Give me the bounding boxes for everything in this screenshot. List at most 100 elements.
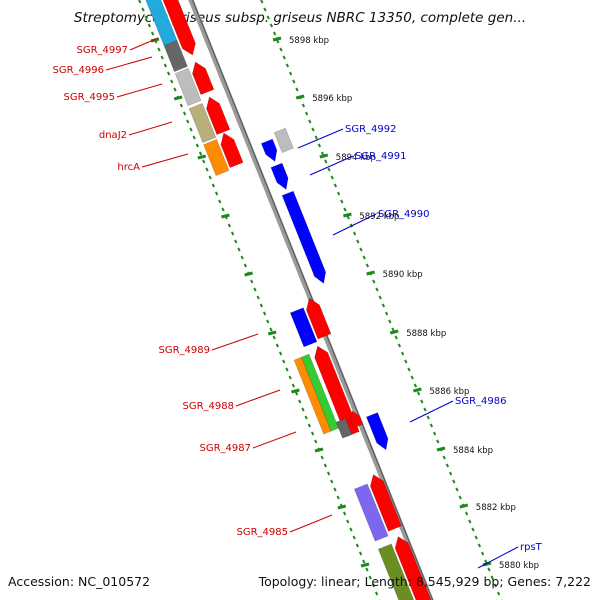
leader-line: [289, 514, 333, 533]
right-guide-dot: [394, 335, 398, 340]
left-guide-dot: [320, 455, 324, 460]
right-guide-dot: [260, 0, 264, 4]
scale-tick-mark: [337, 504, 347, 510]
left-guide-dot: [163, 63, 168, 68]
leader-line: [235, 389, 281, 407]
right-guide-dot: [288, 71, 293, 76]
scale-tick-mark: [436, 446, 446, 452]
backbone-shadow: [191, 0, 434, 600]
leader-line: [409, 400, 454, 423]
right-guide-dot: [445, 463, 450, 468]
right-guide-dot: [458, 495, 462, 500]
right-guide-dot: [471, 527, 475, 532]
gene-features: [145, 0, 432, 600]
left-guide-dot: [234, 239, 238, 244]
right-guide-dot: [272, 31, 277, 36]
left-guide-dot: [285, 367, 289, 372]
right-guide-dot: [336, 191, 341, 196]
right-guide-dot: [384, 311, 389, 316]
left-guide-dot: [333, 487, 337, 492]
left-guide-dot: [278, 351, 283, 356]
right-guide-dot: [340, 199, 344, 204]
right-guide-dot: [304, 111, 309, 116]
right-guide-dot: [391, 327, 395, 332]
leader-line: [297, 128, 344, 149]
leader-line: [105, 56, 153, 71]
left-guide-dot: [374, 591, 379, 596]
right-guide-dot: [295, 87, 299, 92]
accession-text: Accession: NC_010572: [8, 574, 150, 589]
left-guide-dot: [371, 583, 376, 588]
gene-arrow-red: [370, 474, 402, 532]
gene-arrow-red: [206, 96, 231, 136]
right-guide-dot: [285, 63, 290, 68]
left-guide-dot: [243, 263, 248, 268]
scale-tick-mark: [319, 153, 329, 159]
scale-tick-label: 5894 kbp: [336, 153, 376, 163]
right-guide-dot: [416, 391, 421, 396]
left-guide-dot: [138, 0, 142, 4]
right-guide-dot: [375, 287, 379, 292]
right-guide-dot: [423, 407, 427, 412]
gene-label-hrca: hrcA: [117, 162, 140, 173]
right-guide-dot: [455, 487, 459, 492]
gene-label-dnaj2: dnaJ2: [99, 130, 127, 141]
scale-tick-mark: [173, 95, 183, 101]
scale-ticks: 5898 kbp 5896 kbp 5894 kbp 5892 kbp 5890 kbp…: [138, 0, 539, 600]
gene-feature-gray-right: [273, 127, 294, 153]
left-guide-dot: [294, 391, 299, 396]
right-guide-dot: [311, 127, 315, 132]
right-guide-dot: [365, 263, 370, 268]
right-guide-dot: [317, 143, 322, 148]
left-guide-dot: [186, 119, 190, 124]
gene-label-rpst: rpsT: [520, 542, 543, 553]
left-guide-dot: [218, 199, 222, 204]
right-guide-dot: [388, 319, 392, 324]
right-guide-dot: [493, 583, 498, 588]
right-guide-dot: [484, 559, 488, 564]
right-guide-dot: [480, 551, 485, 556]
right-guide-dot: [343, 207, 347, 212]
gene-arrow-red: [306, 297, 332, 340]
gene-label-sgr-4986: SGR_4986: [455, 396, 507, 407]
right-guide-dot: [266, 15, 270, 20]
right-guide-dot: [490, 575, 494, 580]
scale-tick-mark: [366, 270, 375, 276]
right-guide-dot: [436, 439, 440, 444]
left-guide-dot: [253, 287, 257, 292]
scale-tick-mark: [314, 447, 324, 453]
right-guide-dot: [381, 303, 386, 308]
scale-tick-mark: [343, 212, 352, 218]
left-guide-dot: [307, 423, 312, 428]
left-guide-dot: [221, 207, 225, 212]
gene-feature-dnaj2: [203, 139, 230, 176]
right-guide-dot: [400, 351, 405, 356]
left-guide-dot: [182, 111, 187, 116]
right-guide-dot: [269, 23, 274, 28]
right-guide-dot: [448, 471, 453, 476]
left-guide-dot: [256, 295, 260, 300]
gene-label-sgr-4997: SGR_4997: [77, 45, 129, 56]
left-guide-dot: [157, 47, 161, 52]
left-guide-dot: [304, 415, 308, 420]
right-guide-dot: [464, 511, 469, 516]
gene-feature-green: [301, 353, 339, 432]
right-guide-dot: [279, 47, 283, 52]
scale-tick-label: 5898 kbp: [289, 36, 329, 46]
leader-line: [332, 213, 377, 236]
left-guide-dot: [208, 175, 212, 180]
right-guide-dot: [452, 479, 456, 484]
scale-tick-label: 5888 kbp: [406, 329, 446, 339]
right-guide-dot: [442, 455, 446, 460]
right-guide-dot: [496, 591, 501, 596]
gene-label-sgr-4991: SGR_4991: [355, 151, 407, 162]
right-guide-dot: [333, 183, 338, 188]
left-guide-dot: [160, 55, 164, 60]
left-guide-dot: [288, 375, 292, 380]
gene-arrow-sgr-4990: [281, 190, 326, 284]
gene-arrow-sgr-4992: [260, 138, 278, 162]
left-guide-dot: [355, 543, 360, 548]
left-guide-dot: [342, 511, 347, 516]
gene-feature-sgr-4995: [188, 103, 217, 143]
scale-tick-label: 5884 kbp: [453, 446, 493, 456]
